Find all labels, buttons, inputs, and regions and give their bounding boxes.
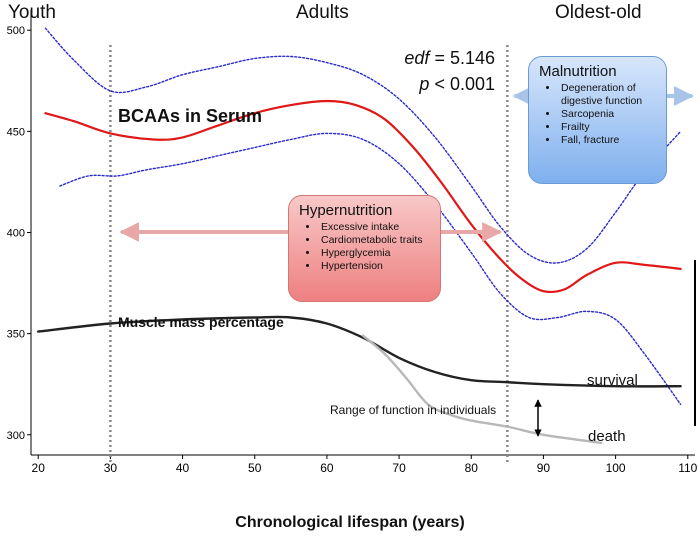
death-label: death: [588, 428, 626, 445]
malnutrition-title: Malnutrition: [539, 63, 617, 80]
phase-youth: Youth: [8, 2, 56, 23]
x-tick-label: 60: [320, 461, 334, 475]
bcaa-line: [44, 99, 682, 294]
edf-label: edf: [404, 48, 430, 68]
upper-ci-line: [44, 27, 682, 264]
hypernutrition-list: Excessive intake Cardiometabolic traits …: [299, 221, 430, 273]
x-tick-label: 110: [678, 461, 697, 475]
survival-label: survival: [587, 372, 638, 389]
malnutrition-item: Sarcopenia: [559, 108, 656, 121]
bcaa-series-label: BCAAs in Serum: [118, 106, 263, 126]
y-tick-label: 300: [7, 430, 25, 442]
lower-ci-line: [59, 132, 682, 406]
series-layer: [37, 27, 682, 445]
hypernutrition-item: Excessive intake: [319, 221, 430, 234]
phase-adults: Adults: [296, 2, 349, 23]
malnutrition-list: Degeneration of digestive function Sarco…: [539, 82, 656, 147]
hypernutrition-item: Cardiometabolic traits: [319, 234, 430, 247]
x-tick-label: 80: [465, 461, 479, 475]
x-tick-label: 90: [537, 461, 551, 475]
edf-value: = 5.146: [429, 48, 495, 68]
x-tick-label: 20: [32, 461, 46, 475]
hypernutrition-item: Hyperglycemia: [319, 247, 430, 260]
malnutrition-item: Degeneration of digestive function: [559, 82, 656, 108]
range-label: Range of function in individuals: [330, 403, 497, 417]
malnutrition-item: Frailty: [559, 121, 656, 134]
p-stat: p < 0.001: [380, 74, 495, 95]
p-label: p: [419, 74, 430, 94]
y-tick-label: 400: [7, 228, 25, 240]
malnutrition-box: Malnutrition Degeneration of digestive f…: [528, 56, 667, 184]
x-axis-label: Chronological lifespan (years): [235, 514, 465, 531]
p-value: < 0.001: [429, 74, 495, 94]
y-tick-label: 450: [7, 126, 25, 138]
phase-oldest-old: Oldest-old: [555, 2, 642, 23]
axes-layer: 300 350 400 450 500 20 30 40 50 60 70 80 90 100 110: [7, 10, 698, 475]
hypernutrition-box: Hypernutrition Excessive intake Cardiome…: [288, 195, 441, 302]
y-tick-label: 500: [7, 25, 25, 37]
x-tick-label: 70: [392, 461, 406, 475]
x-tick-label: 50: [248, 461, 262, 475]
x-tick-label: 100: [606, 461, 626, 475]
hypernutrition-item: Hypertension: [319, 260, 430, 273]
x-tick-label: 30: [104, 461, 118, 475]
malnutrition-item: Fall, fracture: [559, 134, 656, 147]
death-line: [361, 334, 603, 445]
x-tick-label: 40: [176, 461, 190, 475]
survival-line: [37, 315, 682, 388]
muscle-series-label: Muscle mass percentage: [118, 314, 284, 330]
y-tick-label: 350: [7, 329, 25, 341]
edf-stat: edf = 5.146: [380, 48, 495, 69]
hypernutrition-title: Hypernutrition: [299, 202, 393, 219]
